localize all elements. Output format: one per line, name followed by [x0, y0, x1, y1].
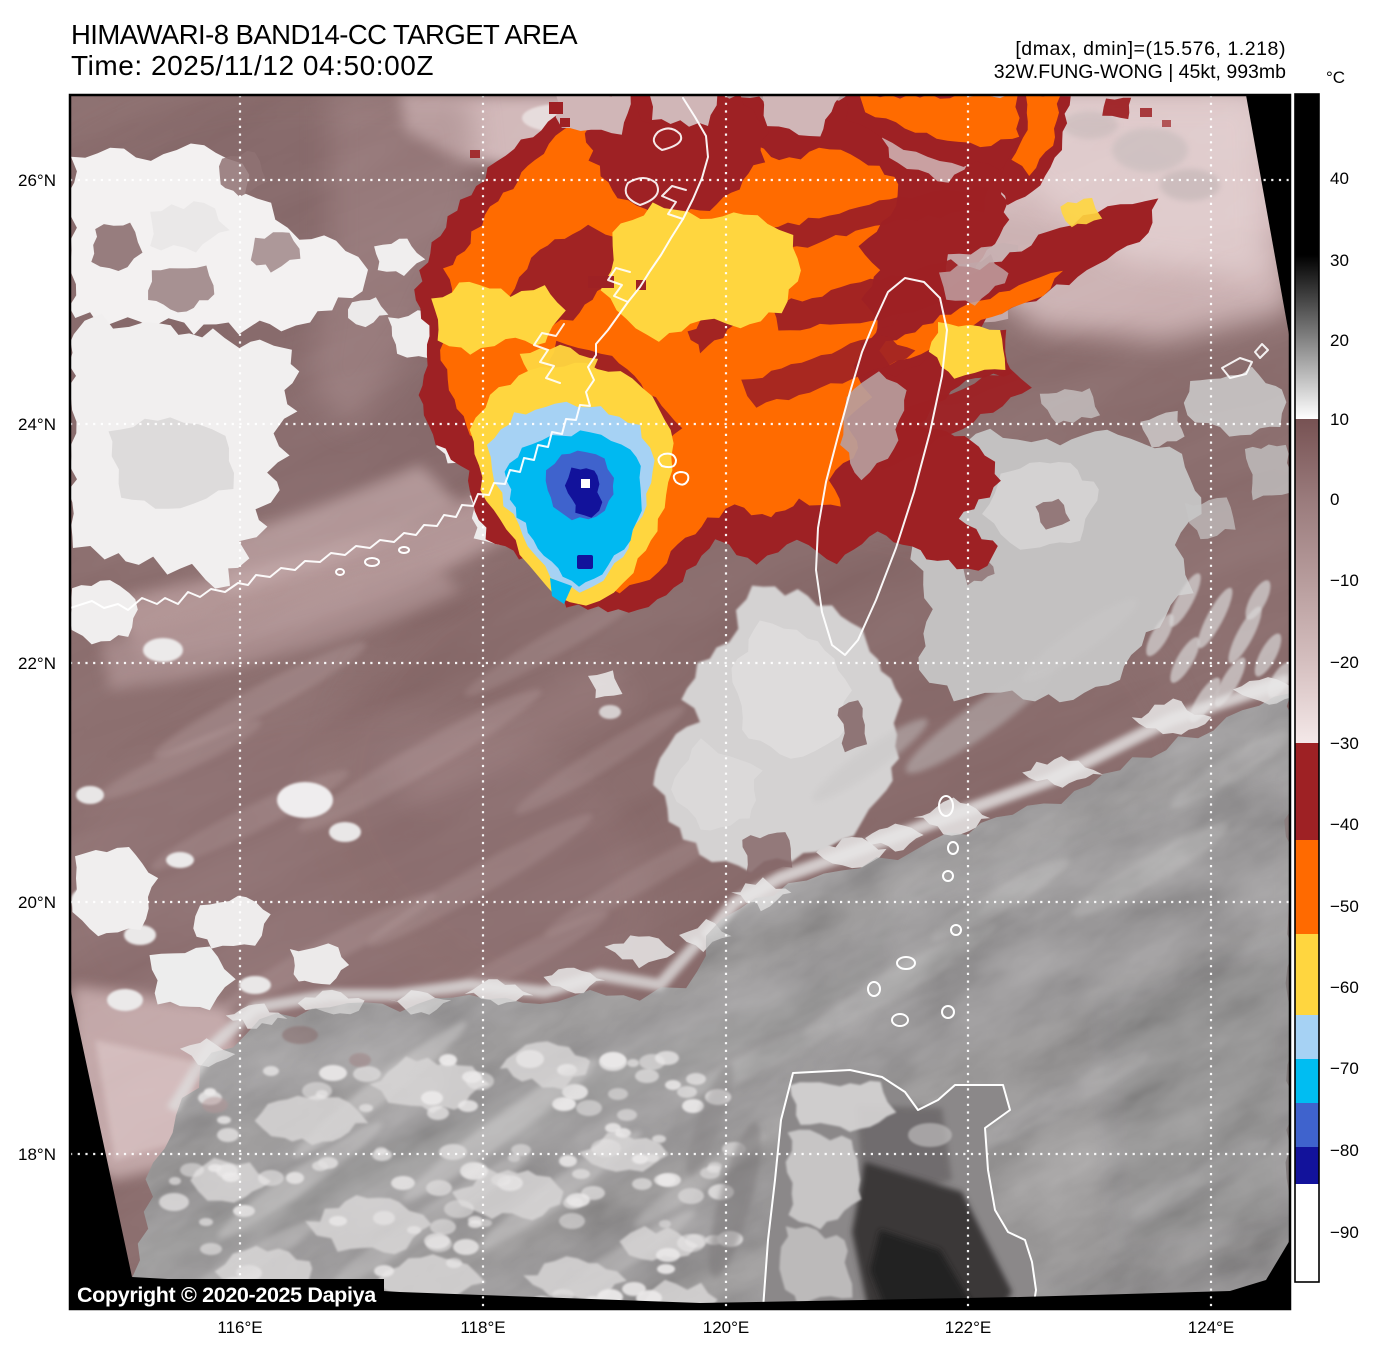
svg-text:26°N: 26°N — [18, 171, 56, 190]
svg-text:116°E: 116°E — [217, 1318, 262, 1337]
svg-text:22°N: 22°N — [18, 654, 56, 673]
svg-text:122°E: 122°E — [945, 1318, 992, 1337]
svg-text:−60: −60 — [1330, 978, 1359, 997]
svg-text:20: 20 — [1330, 331, 1349, 350]
svg-text:0: 0 — [1330, 490, 1339, 509]
svg-text:[dmax, dmin]=(15.576, 1.218): [dmax, dmin]=(15.576, 1.218) — [1015, 38, 1286, 60]
svg-text:120°E: 120°E — [703, 1318, 750, 1337]
svg-text:−10: −10 — [1330, 571, 1359, 590]
svg-text:Time: 2025/11/12 04:50:00Z: Time: 2025/11/12 04:50:00Z — [71, 50, 434, 81]
svg-text:18°N: 18°N — [18, 1145, 56, 1164]
svg-text:Copyright © 2020-2025 Dapiya: Copyright © 2020-2025 Dapiya — [77, 1283, 377, 1307]
svg-text:°C: °C — [1326, 68, 1345, 87]
svg-text:40: 40 — [1330, 169, 1349, 188]
svg-text:10: 10 — [1330, 410, 1349, 429]
svg-text:124°E: 124°E — [1188, 1318, 1235, 1337]
svg-text:30: 30 — [1330, 251, 1349, 270]
svg-text:HIMAWARI-8 BAND14-CC TARGET AR: HIMAWARI-8 BAND14-CC TARGET AREA — [71, 19, 578, 50]
svg-text:24°N: 24°N — [18, 415, 56, 434]
svg-text:−30: −30 — [1330, 734, 1359, 753]
svg-text:−80: −80 — [1330, 1141, 1359, 1160]
svg-text:−20: −20 — [1330, 653, 1359, 672]
svg-text:−50: −50 — [1330, 897, 1359, 916]
svg-text:32W.FUNG-WONG | 45kt, 993mb: 32W.FUNG-WONG | 45kt, 993mb — [994, 61, 1286, 83]
svg-text:−90: −90 — [1330, 1223, 1359, 1242]
svg-text:−40: −40 — [1330, 815, 1359, 834]
svg-text:20°N: 20°N — [18, 893, 56, 912]
svg-text:118°E: 118°E — [460, 1318, 505, 1337]
svg-text:−70: −70 — [1330, 1059, 1359, 1078]
